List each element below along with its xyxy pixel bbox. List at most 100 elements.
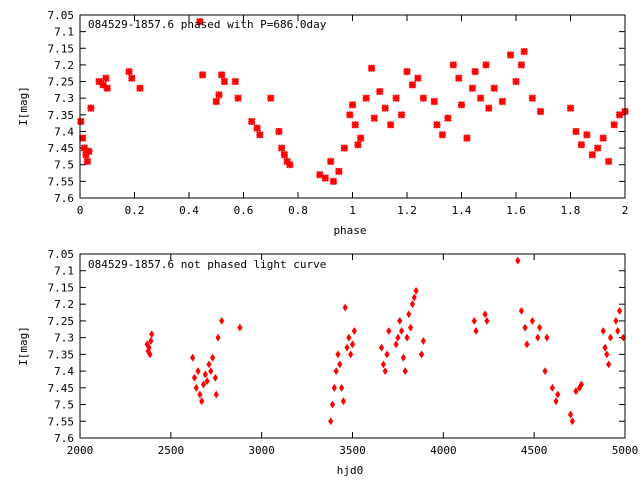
unphased-data-point	[484, 317, 490, 325]
phased-data-point	[280, 151, 289, 159]
phased-data-point	[566, 104, 575, 112]
unphased-data-point	[333, 367, 339, 375]
phased-data-point	[430, 97, 438, 106]
unphased-data-point	[549, 383, 555, 392]
phased-ytick-label: 7.1	[54, 26, 74, 39]
unphased-data-point	[329, 400, 336, 409]
phased-ytick-label: 7.6	[54, 192, 74, 205]
phased-data-point	[583, 131, 591, 139]
phased-data-point	[433, 121, 441, 129]
unphased-data-point	[607, 333, 614, 342]
unphased-chart-points	[144, 256, 626, 426]
unphased-xtick-label: 4000	[430, 444, 457, 457]
unphased-data-point	[522, 323, 528, 332]
unphased-data-point	[600, 327, 606, 335]
phased-data-point	[77, 117, 85, 126]
unphased-data-point	[413, 286, 419, 295]
phased-ytick-label: 7.55	[48, 175, 75, 188]
phased-data-point	[414, 74, 422, 82]
unphased-data-point	[191, 373, 198, 382]
unphased-data-point	[606, 360, 612, 369]
phased-data-point	[362, 94, 370, 102]
unphased-data-point	[338, 383, 345, 392]
phased-light-curve-chart: 0 0.2 0.4 0.6 0.8 1 1.2 1.4 1.6 1.8 2 7.05 7.1 7.15 7.…	[17, 9, 629, 237]
unphased-data-point	[404, 333, 410, 342]
phased-data-point	[102, 74, 110, 82]
unphased-xtick-label: 3000	[248, 444, 275, 457]
phased-data-point	[231, 77, 240, 86]
phased-data-point	[444, 114, 452, 122]
unphased-data-point	[351, 327, 357, 335]
unphased-chart-frame	[79, 253, 626, 439]
phased-data-point	[234, 94, 242, 102]
phased-chart-points	[77, 17, 629, 186]
phased-data-point	[316, 171, 324, 179]
phased-data-point	[615, 111, 624, 119]
phased-data-point	[604, 157, 613, 166]
unphased-data-point	[524, 340, 530, 349]
phased-data-point	[476, 94, 485, 102]
phased-data-point	[82, 151, 90, 159]
unphased-data-point	[346, 333, 352, 342]
unphased-data-point	[210, 353, 216, 362]
phased-data-point	[99, 81, 107, 89]
phased-data-point	[79, 134, 87, 142]
phased-data-point	[490, 84, 498, 92]
unphased-data-point	[408, 323, 414, 332]
phased-data-point	[367, 64, 376, 72]
phased-ytick-label: 7.35	[48, 109, 75, 122]
unphased-data-point	[400, 353, 406, 362]
phased-data-point	[256, 131, 264, 139]
phased-data-point	[356, 134, 365, 142]
unphased-data-point	[569, 417, 575, 426]
phased-data-point	[220, 77, 229, 86]
unphased-ytick-label: 7.15	[48, 281, 75, 294]
phased-data-point	[482, 61, 490, 69]
phased-data-point	[376, 87, 384, 96]
unphased-ytick-label: 7.35	[48, 348, 75, 361]
unphased-ytick-label: 7.3	[54, 332, 74, 345]
unphased-data-point	[328, 417, 334, 426]
phased-xtick-label: 0	[77, 204, 84, 217]
unphased-data-point	[337, 360, 343, 369]
unphased-data-point	[384, 350, 390, 359]
unphased-data-point	[204, 377, 210, 386]
unphased-xtick-label: 2500	[158, 444, 185, 457]
phased-xtick-label: 0.8	[288, 204, 308, 217]
phased-data-point	[528, 94, 537, 102]
phased-data-point	[468, 84, 477, 92]
phased-data-point	[95, 77, 103, 86]
unphased-data-point	[397, 317, 403, 325]
phased-data-point	[286, 161, 294, 169]
phased-data-point	[103, 84, 111, 92]
phased-data-point	[215, 91, 223, 99]
phased-xtick-label: 1	[349, 204, 356, 217]
unphased-data-point	[199, 397, 205, 406]
phased-data-point	[346, 111, 354, 119]
unphased-data-point	[380, 360, 386, 369]
unphased-data-point	[615, 327, 621, 335]
phased-data-point	[408, 81, 417, 89]
unphased-data-point	[393, 340, 399, 349]
unphased-data-point	[395, 333, 401, 342]
phased-data-point	[136, 84, 144, 92]
phased-data-point	[348, 101, 357, 109]
phased-data-point	[485, 104, 493, 112]
unphased-xtick-label: 3500	[339, 444, 366, 457]
phased-data-point	[572, 127, 580, 136]
unphased-chart-title: 084529-1857.6 not phased light curve	[88, 258, 326, 271]
phased-data-point	[471, 67, 479, 76]
unphased-ytick-label: 7.5	[54, 399, 74, 412]
phased-ytick-label: 7.05	[48, 9, 75, 22]
phased-data-point	[403, 67, 411, 76]
phased-data-point	[351, 121, 359, 129]
phased-data-point	[247, 117, 256, 126]
phased-data-point	[329, 177, 338, 186]
phased-data-point	[512, 77, 520, 86]
unphased-ytick-label: 7.05	[48, 248, 75, 261]
phased-chart-title: 084529-1857.6 phased with P=686.0day	[88, 18, 327, 31]
unphased-chart-xlabel: hjd0	[337, 464, 364, 477]
unphased-data-point	[335, 350, 341, 359]
phased-xtick-label: 0.2	[125, 204, 145, 217]
